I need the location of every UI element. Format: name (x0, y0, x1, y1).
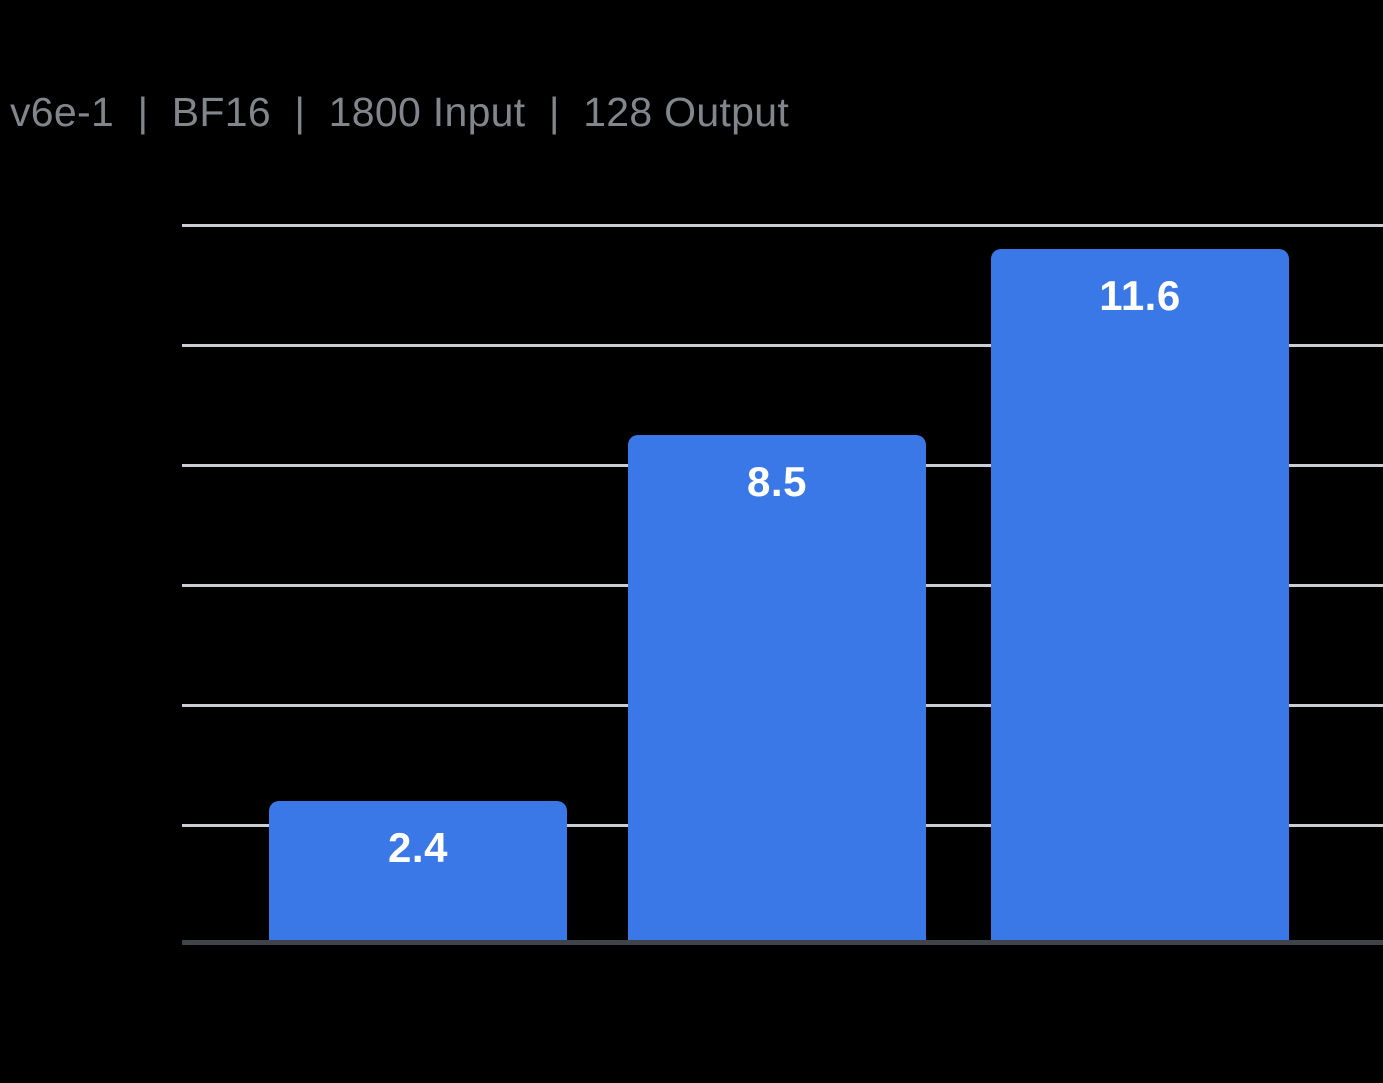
gridline (182, 224, 1383, 227)
bar-value-label: 11.6 (1099, 272, 1181, 319)
x-axis-line (182, 940, 1383, 945)
plot-area: 2.4 8.5 11.6 (182, 224, 1383, 945)
bar: 8.5 (628, 435, 926, 945)
bar: 11.6 (991, 249, 1289, 945)
bar: 2.4 (269, 801, 567, 945)
gridline (182, 344, 1383, 347)
bar-value-label: 8.5 (747, 458, 807, 505)
chart-title: v6e-1 | BF16 | 1800 Input | 128 Output (10, 89, 790, 135)
bar-value-label: 2.4 (388, 824, 448, 871)
